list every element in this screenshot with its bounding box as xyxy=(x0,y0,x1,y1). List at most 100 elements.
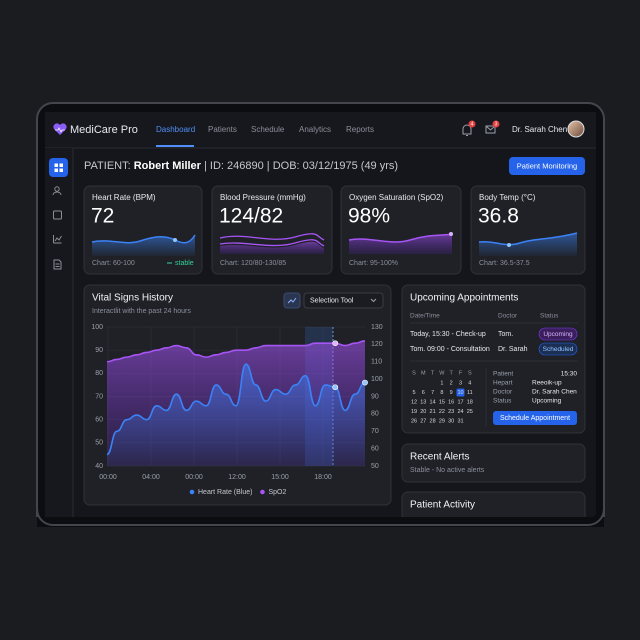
day: 4 xyxy=(468,380,471,386)
appointment-status: Upcoming xyxy=(543,331,573,338)
nav-item[interactable]: Schedule xyxy=(251,125,285,134)
column-header: Date/Time xyxy=(410,313,440,320)
sparkline xyxy=(219,233,325,247)
chart-icon[interactable] xyxy=(53,235,62,244)
selected-day xyxy=(456,388,465,397)
frame-edge xyxy=(36,508,605,526)
series-area xyxy=(107,364,365,466)
detail-label: Hepart xyxy=(493,380,513,387)
badge-count: 3 xyxy=(495,122,498,128)
sparkline-area xyxy=(479,233,577,256)
weekday: M xyxy=(421,370,426,376)
patient-header: PATIENT: Robert Miller | ID: 246890 | DO… xyxy=(84,160,398,172)
appointment-status: Scheduled xyxy=(543,346,574,353)
card-title: Blood Pressure (mmHg) xyxy=(220,193,306,202)
sparkline-dot xyxy=(507,243,511,247)
point-marker xyxy=(332,340,339,347)
day: 22 xyxy=(439,409,445,415)
day: 7 xyxy=(431,390,434,396)
nav-item[interactable]: Dashboard xyxy=(156,125,195,134)
badge xyxy=(468,120,476,128)
day: 2 xyxy=(450,380,453,386)
detail-label: Status xyxy=(493,398,512,405)
appointment-doctor: Dr. Sarah xyxy=(498,346,528,353)
day: 28 xyxy=(430,418,436,424)
day: 29 xyxy=(439,418,445,424)
day: 6 xyxy=(422,390,425,396)
avatar[interactable] xyxy=(567,120,585,138)
day: 27 xyxy=(420,418,426,424)
weekday: T xyxy=(450,370,454,376)
legend-label: Heart Rate (Blue) xyxy=(198,489,252,496)
y2-tick-label: 110 xyxy=(371,359,382,366)
y2-tick-label: 60 xyxy=(371,445,379,452)
card-range: Chart: 120/80-130/85 xyxy=(220,260,286,267)
calendar-icon[interactable] xyxy=(53,210,62,220)
day: 3 xyxy=(459,380,462,386)
weekday: T xyxy=(431,370,435,376)
backdrop-bottom xyxy=(0,527,640,640)
sparkline xyxy=(91,234,196,244)
sparkline-dot xyxy=(173,238,177,242)
appointments-title: Upcoming Appointments xyxy=(410,293,518,304)
nav-item[interactable]: Patients xyxy=(208,125,237,134)
card-title: Oxygen Saturation (SpO2) xyxy=(349,193,444,202)
detail-label: Doctor xyxy=(493,389,513,396)
x-tick-label: 00:00 xyxy=(99,474,117,481)
day: 30 xyxy=(448,418,454,424)
users-icon[interactable] xyxy=(54,186,60,192)
series-line xyxy=(106,363,366,456)
day: 19 xyxy=(411,409,417,415)
nav-bar xyxy=(45,112,596,148)
mail-flap xyxy=(485,125,496,131)
alerts-title: Recent Alerts xyxy=(410,452,469,463)
tool-label: Selection Tool xyxy=(310,297,354,304)
legend-swatch xyxy=(189,489,195,495)
day: 31 xyxy=(457,418,463,424)
status-pill xyxy=(538,342,578,356)
y-tick-label: 40 xyxy=(95,463,103,470)
y2-tick-label: 120 xyxy=(371,341,383,348)
y-tick-label: 70 xyxy=(95,393,103,400)
weekday: S xyxy=(468,370,472,376)
y2-tick-label: 90 xyxy=(371,393,379,400)
sparkline-dot xyxy=(449,232,453,236)
alerts-card xyxy=(401,443,586,483)
monitoring-button[interactable] xyxy=(509,157,585,175)
card-range: Chart: 60-100 xyxy=(92,260,135,267)
y2-tick-label: 80 xyxy=(371,411,379,418)
y2-tick-label: 70 xyxy=(371,428,379,435)
doc-icon[interactable] xyxy=(53,259,62,270)
day: 21 xyxy=(430,409,436,415)
users-body xyxy=(52,191,62,196)
x-tick-label: 12:00 xyxy=(228,474,246,481)
x-tick-label: 00:00 xyxy=(185,474,203,481)
sparkline-area xyxy=(92,235,195,256)
monitoring-button-label: Patient Monitoring xyxy=(517,161,577,170)
column-header: Doctor xyxy=(498,313,518,320)
sidebar-active[interactable] xyxy=(49,158,68,177)
mail-icon[interactable] xyxy=(485,125,496,134)
day: 26 xyxy=(411,418,417,424)
day: 17 xyxy=(457,399,463,405)
nav-item[interactable]: Reports xyxy=(346,125,374,134)
day: 9 xyxy=(450,390,453,396)
detail-value: 15:30 xyxy=(561,371,578,378)
detail-value: Upcoming xyxy=(532,398,562,405)
day: 10 xyxy=(457,390,463,396)
frame-bottom xyxy=(37,517,604,527)
sparkline xyxy=(348,233,453,243)
detail-label: Patient xyxy=(493,371,513,378)
appointment-details: Patient 15:30 Hepart Reeoik-up Doctor Dr. Sar… xyxy=(493,371,577,405)
day: 11 xyxy=(467,390,473,396)
schedule-button[interactable] xyxy=(493,411,577,425)
chart-title: Vital Signs History xyxy=(92,293,173,304)
appointment-doctor: Tom. xyxy=(498,331,513,338)
bell-icon[interactable] xyxy=(462,124,472,136)
card-range: Chart: 95-100% xyxy=(349,260,398,267)
nav-item[interactable]: Analytics xyxy=(299,125,331,134)
tool-glyph xyxy=(287,297,297,304)
tool-dropdown[interactable] xyxy=(303,292,384,309)
